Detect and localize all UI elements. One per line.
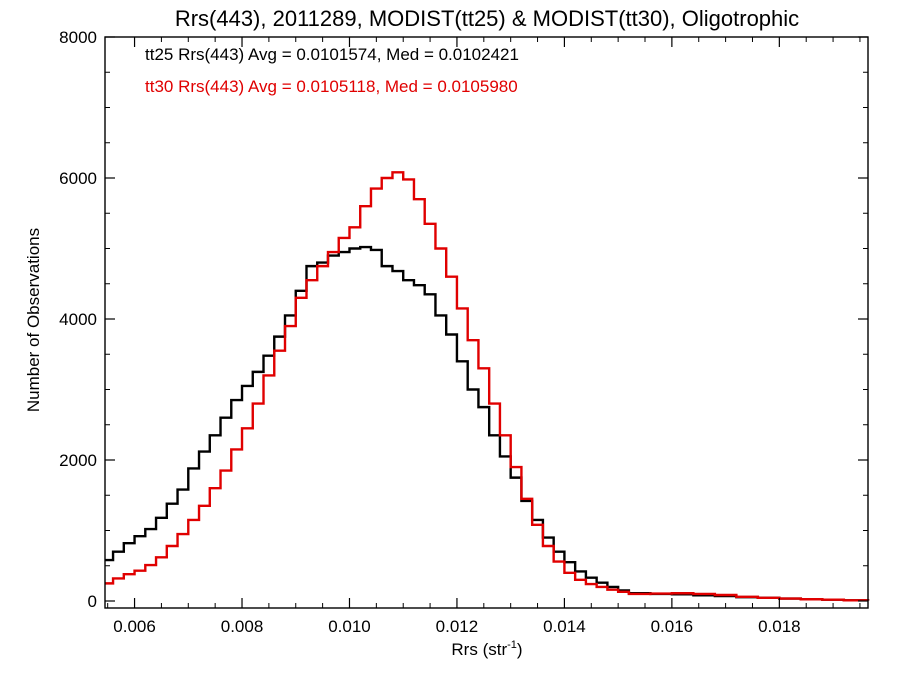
x-tick-label: 0.016 <box>651 617 694 636</box>
x-tick-label: 0.010 <box>328 617 371 636</box>
x-axis-label-close: ) <box>517 640 523 659</box>
y-tick-label: 4000 <box>59 310 97 329</box>
y-axis-label: Number of Observations <box>24 228 43 412</box>
series-line-tt30 <box>105 171 870 602</box>
x-tick-label: 0.008 <box>221 617 264 636</box>
annotation-tt30: tt30 Rrs(443) Avg = 0.0105118, Med = 0.0… <box>145 77 518 96</box>
series-line-tt25 <box>105 245 870 602</box>
y-tick-label: 2000 <box>59 451 97 470</box>
y-axis: 0 2000 4000 6000 8000 <box>59 28 868 611</box>
x-tick-label: 0.018 <box>758 617 801 636</box>
y-tick-label: 0 <box>88 592 97 611</box>
y-tick-label: 8000 <box>59 28 97 47</box>
x-axis: 0.006 0.008 0.010 0.012 0.014 0.016 0.018 <box>107 37 861 636</box>
x-tick-label: 0.006 <box>113 617 156 636</box>
chart-title: Rrs(443), 2011289, MODIST(tt25) & MODIST… <box>175 6 799 31</box>
plot-frame <box>104 36 869 609</box>
x-axis-label-superscript: -1 <box>507 639 517 651</box>
annotation-tt25: tt25 Rrs(443) Avg = 0.0101574, Med = 0.0… <box>145 45 519 64</box>
x-axis-label-main: Rrs (str <box>451 640 507 659</box>
y-tick-label: 6000 <box>59 169 97 188</box>
x-tick-label: 0.014 <box>543 617 586 636</box>
x-tick-label: 0.012 <box>436 617 479 636</box>
plot-area <box>105 171 870 602</box>
x-axis-label: Rrs (str-1) <box>451 639 522 659</box>
